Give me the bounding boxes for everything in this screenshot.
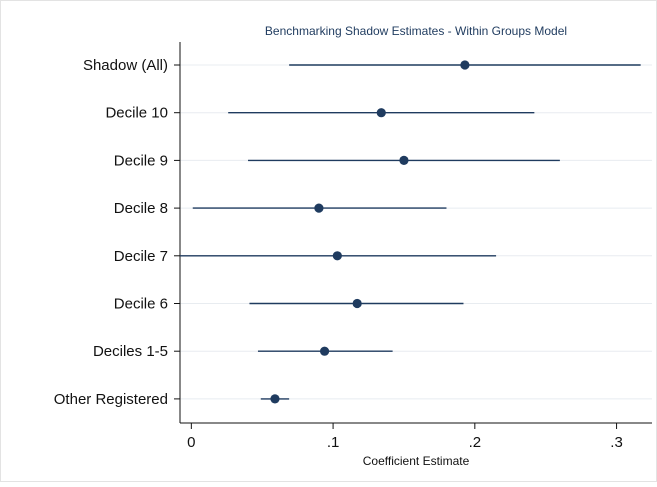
estimate-point: [314, 203, 324, 213]
data-marks: [180, 60, 641, 404]
x-axis-title: Coefficient Estimate: [363, 454, 470, 468]
y-tick-label: Other Registered: [54, 391, 168, 408]
axes: Shadow (All) Decile 10 Decile 9 Decile 8 Dec…: [54, 42, 652, 451]
x-tick-label: 0: [187, 434, 195, 451]
y-tick-label: Shadow (All): [83, 57, 168, 74]
estimate-point: [352, 298, 362, 309]
y-tick-label: Deciles 1-5: [93, 343, 168, 360]
y-tick-label: Decile 7: [114, 248, 168, 265]
x-tick-label: .1: [327, 434, 340, 451]
y-tick-label: Decile 9: [114, 152, 168, 169]
estimate-point: [399, 155, 409, 165]
estimate-point: [319, 346, 330, 356]
chart-title: Benchmarking Shadow Estimates - Within G…: [265, 24, 567, 38]
estimate-point: [376, 108, 386, 118]
x-tick-label: .2: [469, 434, 482, 451]
estimate-point: [332, 251, 342, 261]
y-tick-label: Decile 8: [114, 200, 168, 217]
estimate-point: [460, 60, 470, 70]
y-tick-label: Decile 6: [114, 296, 168, 313]
x-tick-label: .3: [610, 434, 623, 451]
estimate-point: [270, 394, 280, 404]
y-tick-label: Decile 10: [105, 105, 168, 122]
